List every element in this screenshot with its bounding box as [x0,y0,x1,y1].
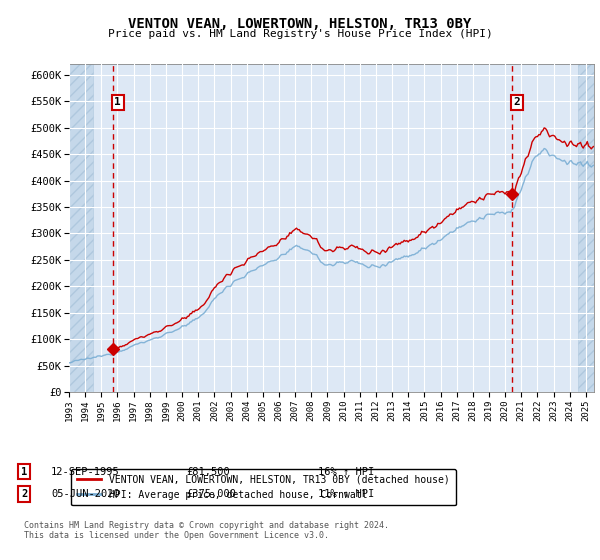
Text: £375,000: £375,000 [186,489,236,499]
Text: 2: 2 [21,489,27,499]
Text: 2: 2 [514,97,520,108]
Text: 05-JUN-2020: 05-JUN-2020 [51,489,120,499]
Text: 12-SEP-1995: 12-SEP-1995 [51,466,120,477]
Text: 16% ↑ HPI: 16% ↑ HPI [318,466,374,477]
Text: 11% ↑ HPI: 11% ↑ HPI [318,489,374,499]
Text: 1: 1 [21,466,27,477]
Bar [69,64,93,392]
Text: Contains HM Land Registry data © Crown copyright and database right 2024.
This d: Contains HM Land Registry data © Crown c… [24,521,389,540]
Bar [578,64,594,392]
Text: £81,500: £81,500 [186,466,230,477]
Legend: VENTON VEAN, LOWERTOWN, HELSTON, TR13 0BY (detached house), HPI: Average price, : VENTON VEAN, LOWERTOWN, HELSTON, TR13 0B… [71,469,456,506]
Text: VENTON VEAN, LOWERTOWN, HELSTON, TR13 0BY: VENTON VEAN, LOWERTOWN, HELSTON, TR13 0B… [128,17,472,31]
Text: 1: 1 [115,97,121,108]
Text: Price paid vs. HM Land Registry's House Price Index (HPI): Price paid vs. HM Land Registry's House … [107,29,493,39]
